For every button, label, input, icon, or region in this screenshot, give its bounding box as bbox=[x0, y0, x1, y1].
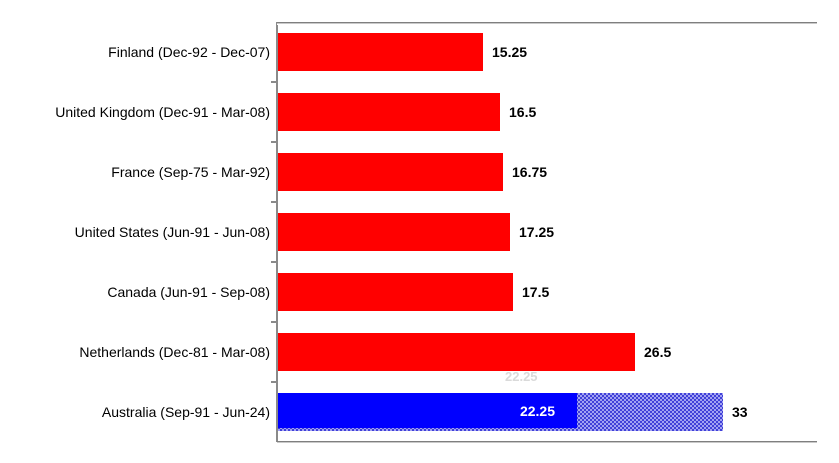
y-axis-tick bbox=[271, 81, 276, 83]
bar bbox=[278, 213, 510, 251]
value-label: 33 bbox=[732, 404, 748, 420]
category-label: United States (Jun-91 - Jun-08) bbox=[74, 224, 270, 240]
y-axis-line bbox=[276, 22, 278, 442]
category-label: Canada (Jun-91 - Sep-08) bbox=[107, 284, 270, 300]
y-axis-tick bbox=[271, 141, 276, 143]
y-axis-tick bbox=[271, 321, 276, 323]
bar-segment-solid: 22.25 bbox=[278, 393, 577, 428]
bar bbox=[278, 333, 635, 371]
y-axis-tick bbox=[271, 261, 276, 263]
category-label: Australia (Sep-91 - Jun-24) bbox=[101, 404, 270, 420]
y-axis-tick bbox=[271, 201, 276, 203]
value-label: 15.25 bbox=[492, 44, 528, 60]
y-axis-tick bbox=[271, 381, 276, 383]
category-label: Netherlands (Dec-81 - Mar-08) bbox=[79, 344, 270, 360]
value-label: 17.25 bbox=[519, 224, 555, 240]
bar bbox=[278, 273, 513, 311]
bar bbox=[278, 153, 503, 191]
value-label: 16.75 bbox=[512, 164, 548, 180]
category-label: Finland (Dec-92 - Dec-07) bbox=[108, 44, 270, 60]
bar bbox=[278, 93, 500, 131]
value-label: 16.5 bbox=[509, 104, 537, 120]
category-label: United Kingdom (Dec-91 - Mar-08) bbox=[55, 104, 270, 120]
value-label: 26.5 bbox=[644, 344, 672, 360]
plot-top-border bbox=[277, 22, 817, 25]
category-label: France (Sep-75 - Mar-92) bbox=[111, 164, 270, 180]
x-axis-line bbox=[277, 441, 817, 444]
bar bbox=[278, 33, 483, 71]
bar-inside-value-label: 22.25 bbox=[519, 402, 555, 419]
value-label: 17.5 bbox=[522, 284, 550, 300]
ghost-value-label: 22.25 bbox=[505, 369, 538, 384]
